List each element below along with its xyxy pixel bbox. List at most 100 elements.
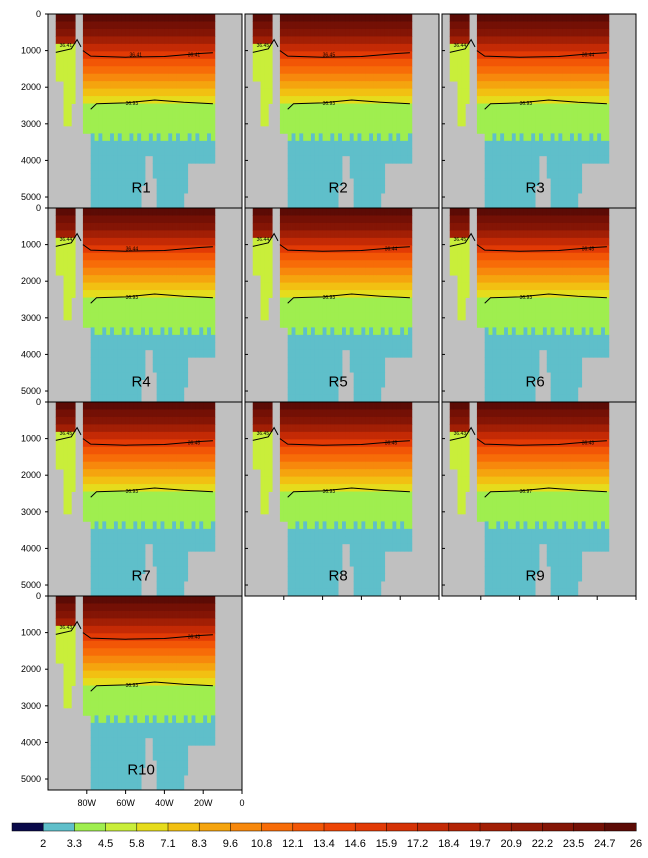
data-cell bbox=[307, 297, 312, 306]
data-cell bbox=[187, 245, 192, 254]
data-cell bbox=[484, 193, 489, 201]
data-cell bbox=[164, 379, 169, 388]
data-cell bbox=[264, 88, 269, 97]
data-cell bbox=[125, 275, 130, 284]
data-cell bbox=[199, 58, 204, 67]
data-cell bbox=[121, 111, 126, 119]
data-cell bbox=[515, 387, 520, 395]
data-cell bbox=[504, 96, 509, 104]
data-cell bbox=[566, 58, 571, 67]
data-cell bbox=[113, 28, 119, 37]
data-cell bbox=[539, 252, 544, 261]
data-cell bbox=[172, 133, 177, 142]
data-cell bbox=[164, 51, 169, 60]
data-cell bbox=[407, 252, 413, 261]
data-cell bbox=[500, 230, 505, 239]
data-cell bbox=[535, 103, 540, 112]
data-cell bbox=[133, 140, 138, 149]
data-cell bbox=[187, 36, 192, 45]
data-cell bbox=[523, 342, 528, 351]
data-cell bbox=[291, 200, 296, 209]
data-cell bbox=[133, 133, 138, 142]
data-cell bbox=[504, 267, 509, 276]
data-cell bbox=[307, 118, 312, 127]
data-cell bbox=[601, 73, 606, 82]
data-cell bbox=[465, 290, 470, 298]
data-cell bbox=[279, 290, 285, 298]
data-cell bbox=[195, 51, 200, 60]
data-cell bbox=[589, 51, 594, 60]
data-cell bbox=[172, 342, 177, 351]
data-cell bbox=[141, 73, 146, 82]
data-cell bbox=[307, 51, 312, 60]
data-cell bbox=[326, 290, 331, 298]
data-cell bbox=[152, 140, 158, 149]
data-cell bbox=[129, 148, 134, 157]
data-cell bbox=[55, 14, 61, 22]
data-cell bbox=[148, 14, 154, 22]
data-cell bbox=[539, 297, 544, 306]
data-cell bbox=[400, 14, 405, 22]
data-cell bbox=[179, 267, 185, 276]
upper-contour-line bbox=[449, 38, 607, 58]
data-cell bbox=[55, 252, 61, 261]
data-cell bbox=[400, 252, 405, 261]
data-cell bbox=[203, 43, 208, 52]
data-cell bbox=[500, 275, 505, 284]
data-cell bbox=[94, 88, 99, 97]
data-cell bbox=[191, 155, 196, 164]
data-cell bbox=[353, 252, 358, 261]
data-cell bbox=[260, 245, 265, 254]
data-cell bbox=[110, 66, 115, 75]
data-cell bbox=[260, 111, 265, 119]
data-cell bbox=[125, 312, 130, 321]
data-cell bbox=[334, 66, 339, 75]
data-cell bbox=[504, 73, 509, 82]
data-cell bbox=[168, 305, 173, 313]
data-cell bbox=[291, 81, 296, 90]
data-cell bbox=[279, 125, 285, 134]
data-cell bbox=[357, 51, 362, 60]
data-cell bbox=[349, 305, 355, 313]
data-cell bbox=[160, 372, 165, 381]
data-cell bbox=[376, 334, 382, 343]
data-cell bbox=[376, 36, 382, 45]
data-cell bbox=[345, 36, 351, 45]
data-cell bbox=[141, 327, 146, 336]
data-cell bbox=[106, 364, 111, 373]
data-cell bbox=[199, 111, 204, 119]
data-cell bbox=[400, 66, 405, 75]
data-cell bbox=[172, 118, 177, 127]
data-cell bbox=[515, 155, 520, 164]
data-cell bbox=[133, 222, 138, 231]
data-cell bbox=[535, 222, 540, 231]
data-cell bbox=[141, 14, 146, 22]
data-cell bbox=[318, 230, 323, 239]
data-cell bbox=[110, 290, 115, 298]
data-cell bbox=[523, 118, 528, 127]
data-cell bbox=[562, 125, 567, 134]
data-cell bbox=[338, 297, 343, 306]
data-cell bbox=[589, 88, 594, 97]
data-cell bbox=[98, 178, 103, 187]
y-tick-label: 5000 bbox=[21, 386, 41, 396]
data-cell bbox=[210, 155, 216, 164]
data-cell bbox=[554, 170, 559, 179]
data-cell bbox=[338, 170, 343, 179]
data-cell bbox=[384, 267, 389, 276]
data-cell bbox=[299, 51, 304, 60]
data-cell bbox=[511, 125, 517, 134]
data-cell bbox=[90, 66, 95, 75]
data-cell bbox=[326, 387, 331, 395]
data-cell bbox=[191, 66, 196, 75]
data-cell bbox=[453, 21, 458, 30]
data-cell bbox=[187, 215, 192, 224]
data-cell bbox=[500, 334, 505, 343]
data-cell bbox=[63, 222, 68, 231]
data-cell bbox=[113, 81, 119, 90]
data-cell bbox=[546, 334, 552, 343]
data-cell bbox=[67, 305, 72, 313]
data-cell bbox=[183, 73, 189, 82]
data-cell bbox=[488, 379, 493, 388]
data-cell bbox=[334, 170, 339, 179]
